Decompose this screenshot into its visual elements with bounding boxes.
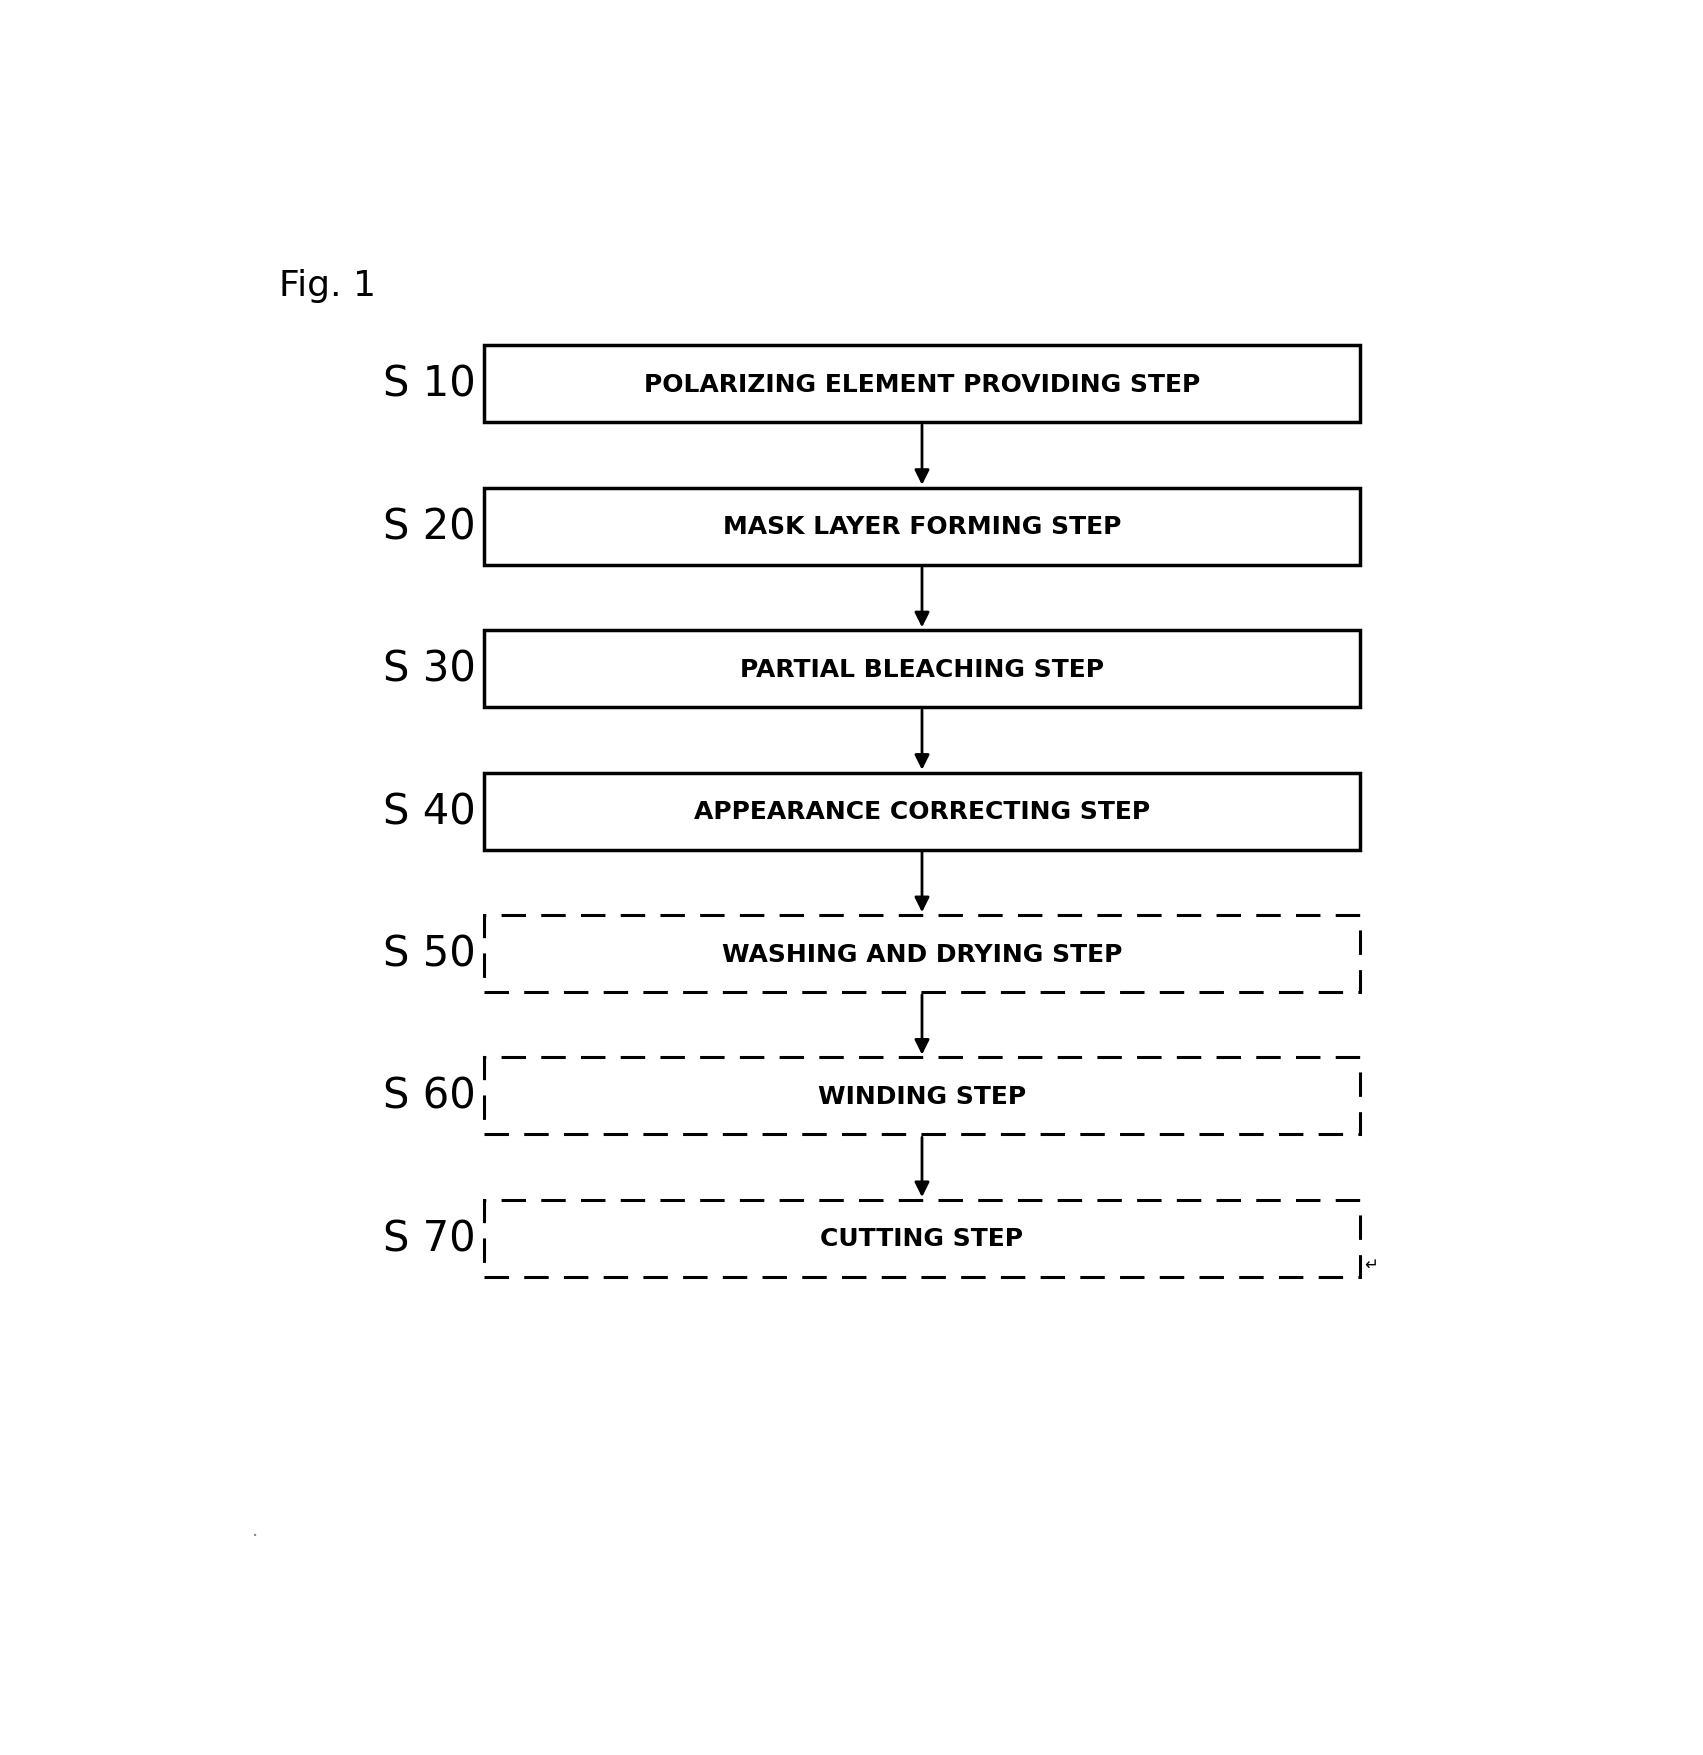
Text: ↵: ↵ xyxy=(1364,1255,1378,1274)
Text: WINDING STEP: WINDING STEP xyxy=(817,1085,1027,1109)
Text: S 60: S 60 xyxy=(383,1076,477,1118)
Text: S 50: S 50 xyxy=(383,934,477,976)
Text: PARTIAL BLEACHING STEP: PARTIAL BLEACHING STEP xyxy=(741,658,1104,681)
Bar xyxy=(484,916,1361,993)
Text: S 10: S 10 xyxy=(383,363,477,405)
Bar xyxy=(484,774,1361,849)
Text: S 30: S 30 xyxy=(383,648,477,690)
Bar xyxy=(484,346,1361,423)
Text: Fig. 1: Fig. 1 xyxy=(279,269,376,304)
Text: MASK LAYER FORMING STEP: MASK LAYER FORMING STEP xyxy=(722,514,1121,539)
Bar xyxy=(484,488,1361,565)
Text: APPEARANCE CORRECTING STEP: APPEARANCE CORRECTING STEP xyxy=(693,800,1150,823)
Bar xyxy=(484,630,1361,707)
Text: POLARIZING ELEMENT PROVIDING STEP: POLARIZING ELEMENT PROVIDING STEP xyxy=(644,372,1201,397)
Text: S 40: S 40 xyxy=(383,792,477,832)
Text: S 20: S 20 xyxy=(383,505,477,548)
Text: .: . xyxy=(252,1520,257,1539)
Text: WASHING AND DRYING STEP: WASHING AND DRYING STEP xyxy=(722,942,1122,965)
Text: CUTTING STEP: CUTTING STEP xyxy=(821,1227,1024,1251)
Bar xyxy=(484,1058,1361,1135)
Text: S 70: S 70 xyxy=(383,1218,477,1260)
Bar xyxy=(484,1200,1361,1278)
